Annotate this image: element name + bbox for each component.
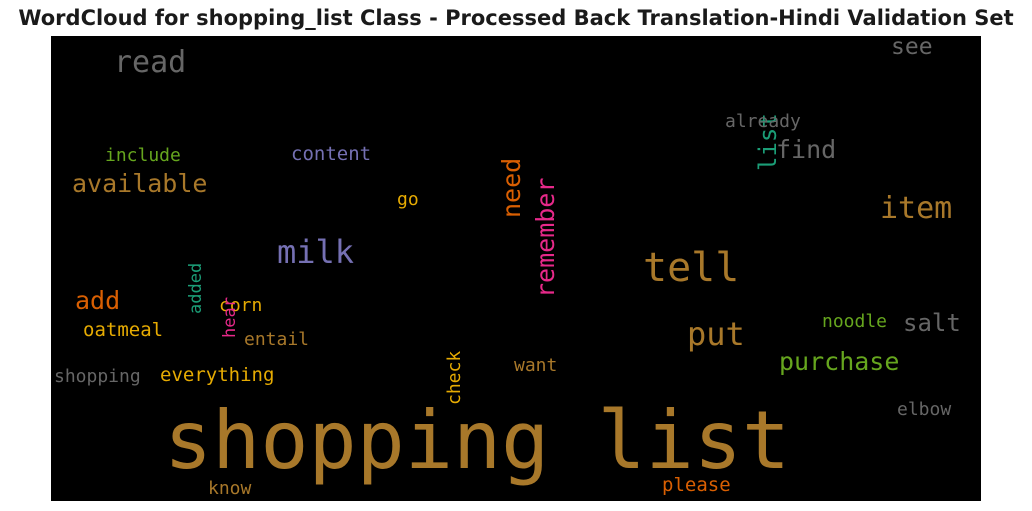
word-remember: remember (531, 177, 560, 298)
word-content: content (291, 143, 372, 165)
word-shopping-list: shopping list (164, 394, 791, 487)
word-add: add (75, 286, 121, 315)
word-shopping: shopping (54, 366, 141, 387)
word-tell: tell (643, 245, 740, 291)
word-hear: hear (220, 297, 240, 338)
word-find: find (776, 135, 837, 164)
word-see: see (891, 36, 933, 60)
wordcloud-canvas: shopping list tell milk item put remember read… (51, 36, 981, 501)
word-please: please (662, 474, 731, 496)
word-check: check (444, 350, 465, 405)
word-noodle: noodle (822, 311, 888, 332)
word-want: want (514, 355, 558, 376)
word-read: read (114, 45, 187, 80)
word-milk: milk (277, 233, 355, 271)
word-need: need (497, 157, 526, 218)
word-know: know (208, 478, 252, 499)
word-item: item (880, 191, 953, 226)
word-entail: entail (244, 329, 310, 350)
word-available: available (72, 169, 208, 198)
word-oatmeal: oatmeal (83, 319, 164, 341)
word-include: include (105, 145, 181, 166)
chart-title: WordCloud for shopping_list Class - Proc… (18, 6, 1014, 30)
word-put: put (687, 315, 745, 353)
word-salt: salt (903, 309, 961, 337)
word-purchase: purchase (779, 347, 900, 376)
word-corn: corn (219, 295, 263, 316)
word-added: added (186, 262, 206, 314)
word-go: go (397, 189, 419, 210)
word-elbow: elbow (897, 399, 952, 420)
word-already: already (725, 111, 801, 132)
word-everything: everything (160, 364, 275, 386)
